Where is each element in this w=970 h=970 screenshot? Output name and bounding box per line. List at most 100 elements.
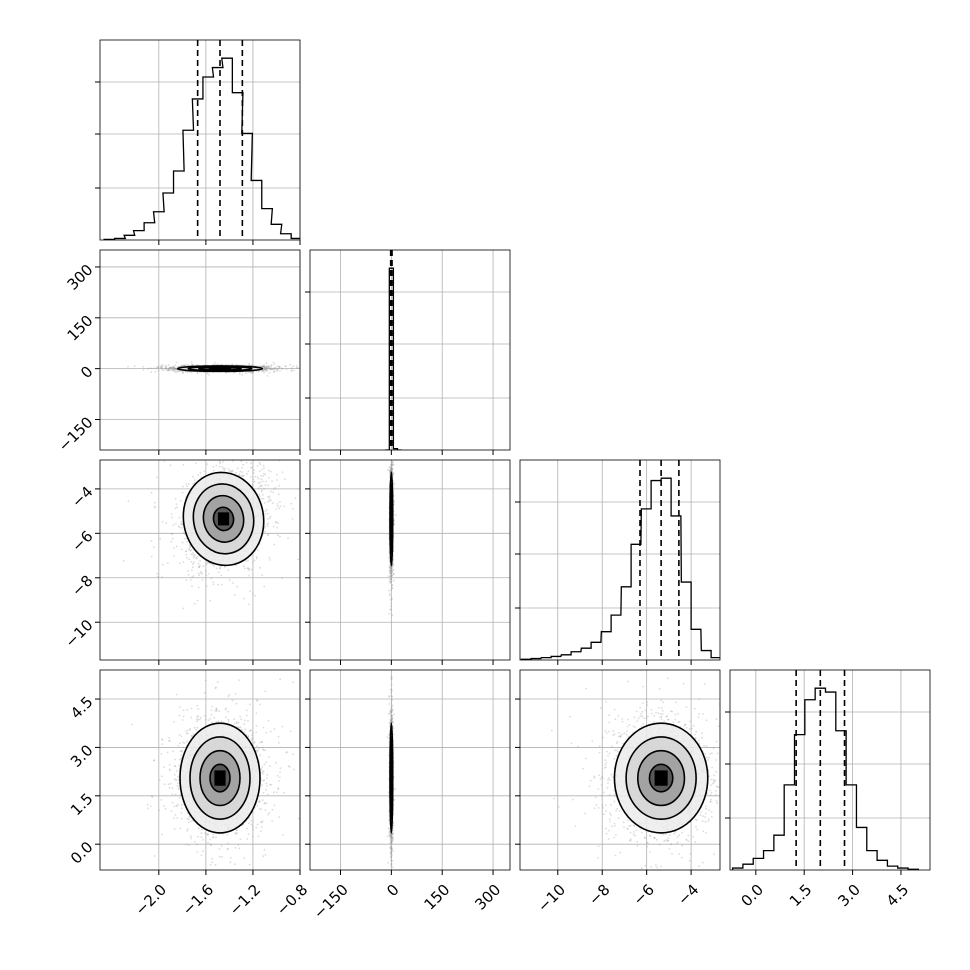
scatter-point	[206, 561, 209, 564]
scatter-point	[392, 573, 395, 576]
scatter-point	[247, 559, 249, 562]
scatter-point	[187, 573, 190, 576]
scatter-point	[389, 566, 392, 569]
panel-frame	[309, 249, 511, 451]
scatter-point	[262, 464, 265, 467]
scatter-point	[252, 370, 255, 373]
scatter-point	[157, 369, 160, 372]
scatter-point	[228, 470, 231, 473]
scatter-point	[172, 365, 175, 368]
scatter-point	[292, 507, 294, 510]
scatter-point	[255, 557, 258, 560]
scatter-point	[190, 361, 193, 363]
scatter-point	[170, 513, 173, 515]
panel-background	[310, 250, 510, 450]
scatter-point	[263, 367, 266, 369]
scatter-point	[269, 559, 271, 561]
scatter-point	[265, 480, 268, 483]
scatter-point	[197, 474, 200, 477]
scatter-point	[390, 468, 393, 471]
scatter-point	[270, 490, 272, 493]
scatter-point	[391, 598, 393, 601]
scatter-point	[270, 499, 272, 502]
scatter-point	[265, 369, 268, 371]
scatter-point	[207, 456, 209, 458]
scatter-point	[264, 530, 266, 533]
scatter-point	[281, 471, 284, 474]
scatter-point	[198, 566, 201, 568]
scatter-point	[169, 366, 172, 369]
scatter-point	[205, 574, 208, 577]
scatter-point	[192, 556, 195, 559]
scatter-point	[205, 585, 208, 588]
scatter-point	[133, 365, 136, 367]
scatter-point	[122, 559, 125, 562]
scatter-point	[177, 370, 180, 373]
scatter-point	[266, 366, 268, 368]
scatter-point	[183, 532, 186, 535]
scatter-point	[290, 502, 293, 505]
scatter-point	[198, 574, 201, 577]
scatter-point	[172, 367, 175, 370]
scatter-point	[263, 365, 266, 368]
scatter-point	[276, 365, 279, 368]
scatter-point	[269, 515, 272, 518]
scatter-point	[390, 571, 393, 573]
scatter-point	[193, 479, 196, 481]
scatter-point	[271, 368, 274, 370]
scatter-point	[253, 469, 255, 471]
panel-background	[100, 250, 300, 450]
panel-frame	[99, 249, 301, 451]
scatter-point	[267, 365, 270, 367]
scatter-point	[197, 586, 200, 589]
scatter-point	[264, 525, 266, 528]
scatter-point	[248, 569, 250, 572]
scatter-point	[281, 368, 283, 370]
scatter-point	[262, 365, 264, 368]
scatter-point	[157, 575, 159, 578]
scatter-point	[390, 589, 392, 592]
scatter-point	[195, 556, 198, 559]
scatter-point	[246, 451, 248, 453]
scatter-point	[200, 570, 203, 573]
scatter-point	[182, 364, 185, 367]
scatter-point	[276, 368, 278, 371]
scatter-point	[175, 367, 178, 370]
scatter-point	[149, 367, 151, 369]
scatter-point	[167, 364, 170, 366]
scatter-point	[196, 372, 199, 375]
scatter-point	[268, 469, 270, 472]
scatter-point	[232, 372, 235, 374]
scatter-point	[231, 469, 234, 472]
scatter-point	[159, 537, 162, 540]
scatter-point	[264, 368, 266, 371]
scatter-point	[253, 480, 256, 483]
scatter-point	[251, 371, 254, 373]
scatter-point	[267, 534, 269, 536]
scatter-point	[150, 540, 153, 542]
scatter-point	[166, 369, 169, 372]
scatter-point	[265, 368, 268, 370]
scatter-point	[222, 468, 225, 470]
scatter-point	[283, 451, 285, 453]
scatter-point	[195, 364, 198, 366]
scatter-point	[235, 564, 238, 567]
scatter-point	[278, 507, 280, 510]
scatter-point	[171, 366, 174, 368]
scatter-point	[273, 369, 276, 371]
scatter-point	[263, 366, 266, 369]
scatter-point	[185, 579, 188, 582]
scatter-point	[263, 364, 265, 367]
scatter-point	[293, 369, 295, 372]
scatter-point	[212, 581, 215, 583]
scatter-point	[178, 526, 181, 529]
scatter-point	[171, 367, 174, 369]
scatter-point	[274, 366, 277, 369]
panel-background	[310, 460, 510, 660]
scatter-point	[389, 598, 392, 601]
scatter-point	[190, 363, 193, 366]
scatter-point	[248, 603, 250, 606]
scatter-point	[261, 365, 264, 368]
scatter-point	[232, 582, 234, 584]
scatter-point	[263, 364, 266, 367]
